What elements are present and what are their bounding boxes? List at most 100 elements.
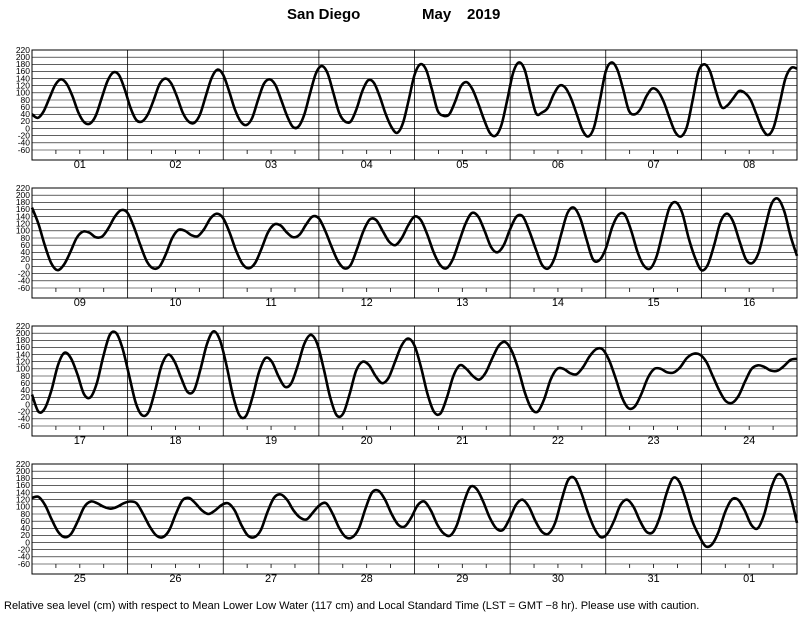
y-tick-label: -40 <box>18 276 31 286</box>
x-tick-label: 15 <box>647 297 659 309</box>
y-tick-label: 180 <box>16 473 30 483</box>
panel-frame <box>31 49 798 161</box>
y-tick-label: 40 <box>21 247 31 257</box>
x-tick-label: 26 <box>169 573 181 585</box>
x-tick-label: 05 <box>456 159 468 171</box>
y-tick-label: 20 <box>21 530 31 540</box>
y-tick-label: 60 <box>21 516 31 526</box>
x-tick-label: 11 <box>265 297 276 309</box>
y-tick-label: 180 <box>16 197 30 207</box>
y-tick-label: -40 <box>18 138 31 148</box>
series-line <box>31 472 799 549</box>
panel-frame <box>31 187 798 299</box>
y-tick-label: -60 <box>18 559 31 569</box>
y-tick-label: -20 <box>18 407 31 417</box>
chart-title-month: May <box>422 6 452 23</box>
y-tick-label: 40 <box>21 109 31 119</box>
y-tick-label: -40 <box>18 414 31 424</box>
y-tick-label: 220 <box>16 321 30 331</box>
x-tick-label: 22 <box>552 435 564 447</box>
y-tick-label: 20 <box>21 116 31 126</box>
x-tick-label: 27 <box>265 573 277 585</box>
x-tick-label: 06 <box>552 159 564 171</box>
y-tick-label: 100 <box>16 364 30 374</box>
y-tick-label: 80 <box>21 371 31 381</box>
y-tick-label: 100 <box>16 88 30 98</box>
x-tick-label: 10 <box>169 297 181 309</box>
y-tick-label: 220 <box>16 459 30 469</box>
x-tick-label: 17 <box>74 435 86 447</box>
y-tick-label: 0 <box>25 261 30 271</box>
x-tick-label: 12 <box>361 297 373 309</box>
y-tick-label: 140 <box>16 211 30 221</box>
x-tick-label: 31 <box>647 573 659 585</box>
y-tick-label: 200 <box>16 52 30 62</box>
x-tick-label: 04 <box>361 159 373 171</box>
y-tick-label: 40 <box>21 523 31 533</box>
x-tick-label: 24 <box>743 435 755 447</box>
x-tick-label: 01 <box>743 573 755 585</box>
x-tick-label: 30 <box>552 573 564 585</box>
x-tick-label: 18 <box>169 435 181 447</box>
y-tick-label: 40 <box>21 385 31 395</box>
y-tick-label: 120 <box>16 495 30 505</box>
y-tick-label: 120 <box>16 81 30 91</box>
x-tick-label: 09 <box>74 297 86 309</box>
y-tick-label: 220 <box>16 45 30 55</box>
x-tick-label: 03 <box>265 159 277 171</box>
y-tick-label: 140 <box>16 487 30 497</box>
y-tick-label: 160 <box>16 480 30 490</box>
x-tick-label: 01 <box>74 159 86 171</box>
x-tick-label: 02 <box>169 159 181 171</box>
y-tick-label: 160 <box>16 204 30 214</box>
panel-frame <box>31 325 798 437</box>
y-tick-label: 80 <box>21 509 31 519</box>
x-tick-label: 07 <box>647 159 659 171</box>
y-tick-label: -60 <box>18 283 31 293</box>
y-tick-label: 160 <box>16 66 30 76</box>
footnote: Relative sea level (cm) with respect to … <box>4 600 700 612</box>
series-line <box>30 197 799 272</box>
y-tick-label: 60 <box>21 378 31 388</box>
x-tick-label: 16 <box>743 297 755 309</box>
y-tick-label: 0 <box>25 537 30 547</box>
y-tick-label: 100 <box>16 226 30 236</box>
x-tick-label: 25 <box>74 573 86 585</box>
y-tick-label: 60 <box>21 102 31 112</box>
y-tick-label: 20 <box>21 392 31 402</box>
y-tick-label: -20 <box>18 545 31 555</box>
y-tick-label: 120 <box>16 219 30 229</box>
y-tick-label: -60 <box>18 421 31 431</box>
y-tick-label: -40 <box>18 552 31 562</box>
y-tick-label: 80 <box>21 233 31 243</box>
x-tick-label: 14 <box>552 297 564 309</box>
y-tick-label: 220 <box>16 183 30 193</box>
y-tick-label: 140 <box>16 349 30 359</box>
y-tick-label: 0 <box>25 399 30 409</box>
y-tick-label: 20 <box>21 254 31 264</box>
y-tick-label: 120 <box>16 357 30 367</box>
y-tick-label: 160 <box>16 342 30 352</box>
tide-chart: 220200180160140120100806040200-20-40-600… <box>16 45 799 585</box>
x-tick-label: 21 <box>456 435 468 447</box>
y-tick-label: -20 <box>18 131 31 141</box>
series-line <box>30 330 798 420</box>
y-tick-label: 100 <box>16 502 30 512</box>
x-tick-label: 28 <box>361 573 373 585</box>
y-tick-label: 0 <box>25 123 30 133</box>
y-tick-label: 140 <box>16 73 30 83</box>
series-line <box>31 61 798 138</box>
chart-title-station: San Diego <box>287 6 361 23</box>
y-tick-label: 180 <box>16 59 30 69</box>
x-tick-label: 23 <box>647 435 659 447</box>
chart-title-year: 2019 <box>467 6 501 23</box>
x-tick-label: 20 <box>361 435 373 447</box>
x-tick-label: 29 <box>456 573 468 585</box>
y-tick-label: 80 <box>21 95 31 105</box>
y-tick-label: 200 <box>16 328 30 338</box>
x-tick-label: 19 <box>265 435 277 447</box>
y-tick-label: 200 <box>16 190 30 200</box>
y-tick-label: 60 <box>21 240 31 250</box>
x-tick-label: 13 <box>456 297 468 309</box>
y-tick-label: -20 <box>18 269 31 279</box>
